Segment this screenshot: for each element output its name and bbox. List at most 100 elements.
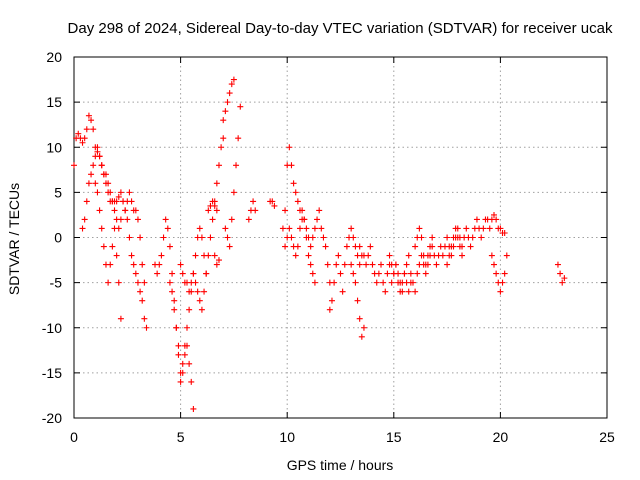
- x-tick-label: 25: [599, 429, 615, 445]
- data-point: [209, 198, 216, 205]
- data-point: [405, 252, 412, 259]
- data-point: [230, 189, 237, 196]
- data-point: [141, 315, 148, 322]
- data-point: [96, 207, 103, 214]
- data-point: [205, 207, 212, 214]
- data-point: [111, 207, 118, 214]
- data-point: [412, 288, 419, 295]
- data-point: [233, 162, 240, 169]
- data-point: [75, 130, 82, 137]
- grid-lines: [74, 57, 607, 418]
- series-I: [211, 252, 222, 268]
- data-point: [137, 288, 144, 295]
- data-point: [356, 315, 363, 322]
- y-tick-label: 5: [54, 184, 62, 200]
- data-point: [286, 225, 293, 232]
- data-point: [130, 261, 137, 268]
- data-point: [79, 139, 86, 146]
- series-C: [92, 180, 124, 322]
- data-point: [382, 288, 389, 295]
- data-point: [324, 261, 331, 268]
- data-point: [296, 225, 303, 232]
- data-point: [122, 207, 129, 214]
- data-point: [397, 288, 404, 295]
- x-axis-label: GPS time / hours: [287, 457, 394, 473]
- data-point: [348, 225, 355, 232]
- data-point: [228, 216, 235, 223]
- data-point: [405, 288, 412, 295]
- data-point: [186, 306, 193, 313]
- data-point: [305, 252, 312, 259]
- series-S: [386, 252, 414, 295]
- data-point: [222, 108, 229, 115]
- data-point: [292, 252, 299, 259]
- data-point: [177, 378, 184, 385]
- series-L: [245, 198, 259, 223]
- data-point: [109, 198, 116, 205]
- data-point: [177, 261, 184, 268]
- data-point: [418, 234, 425, 241]
- data-point: [94, 189, 101, 196]
- data-point: [226, 90, 233, 97]
- series-U: [444, 225, 466, 268]
- data-point: [478, 234, 485, 241]
- data-point: [179, 270, 186, 277]
- data-point: [190, 270, 197, 277]
- data-point: [427, 243, 434, 250]
- data-point: [224, 234, 231, 241]
- data-point: [459, 252, 466, 259]
- data-point: [83, 198, 90, 205]
- tick-labels: 0 5 10 15 20 25 -20 -15 -10 -5 0 5 10 15 20: [42, 49, 615, 445]
- y-tick-label: 0: [54, 230, 62, 246]
- data-point: [499, 279, 506, 286]
- data-point: [222, 225, 229, 232]
- data-point: [94, 148, 101, 155]
- data-point: [384, 270, 391, 277]
- data-point: [211, 252, 218, 259]
- data-point: [126, 234, 133, 241]
- data-point: [429, 234, 436, 241]
- y-tick-label: 15: [46, 94, 62, 110]
- data-point: [341, 261, 348, 268]
- data-point: [169, 270, 176, 277]
- x-tick-label: 20: [493, 429, 509, 445]
- data-point: [183, 342, 190, 349]
- data-point: [160, 234, 167, 241]
- data-point: [143, 324, 150, 331]
- data-point: [141, 279, 148, 286]
- data-point: [493, 216, 500, 223]
- data-point: [250, 198, 257, 205]
- data-point: [288, 234, 295, 241]
- data-point: [311, 225, 318, 232]
- data-point: [491, 261, 498, 268]
- data-point: [128, 198, 135, 205]
- data-point: [356, 243, 363, 250]
- data-point: [169, 288, 176, 295]
- data-point: [463, 225, 470, 232]
- x-tick-label: 0: [70, 429, 78, 445]
- data-point: [181, 351, 188, 358]
- data-point: [448, 243, 455, 250]
- data-point: [473, 216, 480, 223]
- data-point: [218, 144, 225, 151]
- data-point: [493, 270, 500, 277]
- data-point: [205, 252, 212, 259]
- data-point: [328, 297, 335, 304]
- data-point: [164, 225, 171, 232]
- y-tick-label: -10: [42, 320, 62, 336]
- data-point: [192, 279, 199, 286]
- data-point: [139, 297, 146, 304]
- data-point: [416, 225, 423, 232]
- data-point: [213, 207, 220, 214]
- data-point: [128, 252, 135, 259]
- x-tick-label: 5: [177, 429, 185, 445]
- data-point: [198, 306, 205, 313]
- data-point: [215, 257, 222, 264]
- series-P: [326, 225, 363, 313]
- data-point: [307, 243, 314, 250]
- data-point: [194, 288, 201, 295]
- data-point: [303, 234, 310, 241]
- data-point: [211, 202, 218, 209]
- y-tick-label: -15: [42, 365, 62, 381]
